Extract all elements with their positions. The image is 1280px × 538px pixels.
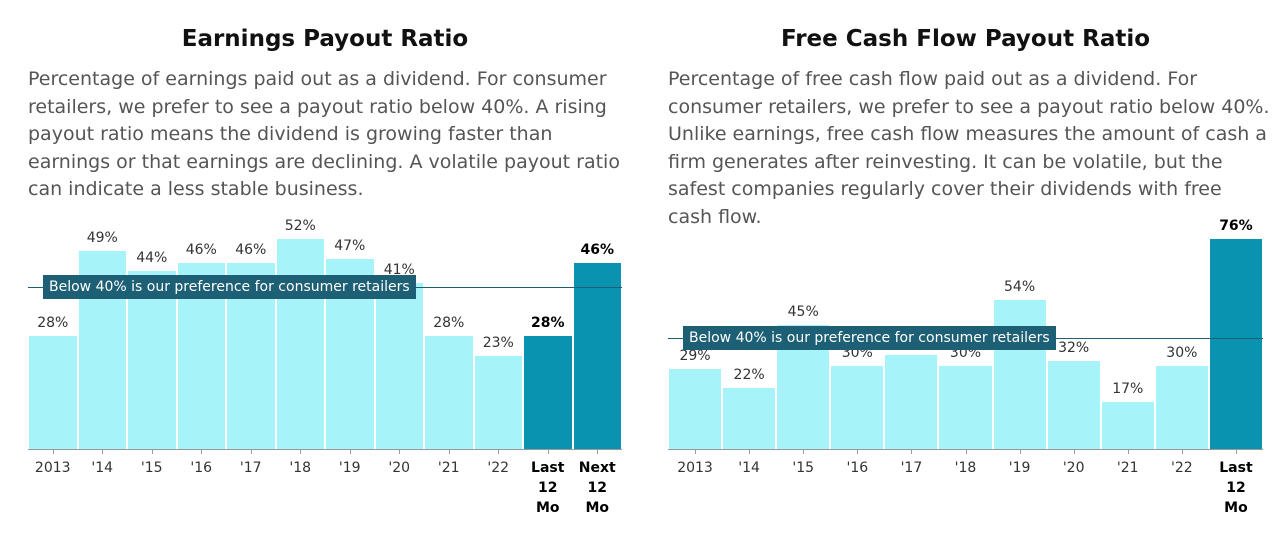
- x-tick: [151, 449, 153, 454]
- chart-panel: Free Cash Flow Payout Ratio Percentage of…: [668, 0, 1270, 538]
- chart-subtitle: Percentage of free cash flow paid out as…: [668, 68, 1270, 228]
- value-label: 46%: [580, 242, 614, 259]
- x-tick-label: 2013: [34, 460, 71, 476]
- value-label: 45%: [787, 303, 819, 320]
- value-label: 46%: [235, 242, 267, 259]
- bar: [1047, 360, 1100, 449]
- x-tick-label: '17: [900, 460, 923, 476]
- bar: [276, 239, 324, 449]
- bar: [1155, 366, 1208, 449]
- bar: [474, 356, 522, 449]
- value-label: 17%: [1112, 381, 1144, 398]
- x-tick-label: '15: [140, 460, 163, 476]
- x-tick-label: '14: [91, 460, 114, 476]
- x-tick: [597, 449, 599, 454]
- bar: [375, 283, 423, 449]
- x-tick: [300, 449, 302, 454]
- bar: [885, 355, 938, 449]
- x-tick: [857, 449, 859, 454]
- x-tick: [749, 449, 751, 454]
- value-label: 22%: [733, 367, 765, 384]
- x-tick-label: '22: [487, 460, 510, 476]
- chart-title: Free Cash Flow Payout Ratio: [780, 26, 1151, 52]
- bar: [939, 366, 992, 449]
- chart-subtitle: Percentage of earnings paid out as a div…: [28, 68, 620, 201]
- x-tick-label: '19: [1008, 460, 1031, 476]
- bar: [128, 271, 176, 449]
- reference-label: Below 40% is our preference for consumer…: [43, 275, 416, 300]
- x-tick: [547, 449, 549, 454]
- value-label: 23%: [482, 335, 514, 352]
- x-tick: [1235, 449, 1237, 454]
- x-tick: [349, 449, 351, 454]
- chart-title: Earnings Payout Ratio: [181, 26, 469, 52]
- x-tick: [1127, 449, 1129, 454]
- x-axis: [28, 449, 622, 450]
- x-tick: [498, 449, 500, 454]
- x-tick-label: '18: [289, 460, 312, 476]
- x-tick-label: '15: [792, 460, 815, 476]
- bar: [993, 299, 1046, 449]
- x-axis: [668, 449, 1263, 450]
- x-tick: [1073, 449, 1075, 454]
- value-label: 52%: [284, 218, 316, 234]
- value-label: 49%: [86, 230, 118, 247]
- value-label: 29%: [679, 347, 711, 364]
- x-tick-label: Last 12 Mo: [1219, 460, 1253, 516]
- value-label: 44%: [136, 250, 168, 267]
- x-tick-label: '22: [1171, 460, 1193, 476]
- bar: [1101, 402, 1154, 449]
- bar: [831, 366, 884, 449]
- value-label: 32%: [1058, 339, 1090, 356]
- bar: [1209, 239, 1262, 449]
- x-tick: [695, 449, 697, 454]
- x-tick-label: '17: [239, 460, 262, 476]
- x-tick-label: '18: [954, 460, 977, 476]
- x-tick-label: '16: [846, 460, 869, 476]
- bar: [723, 388, 776, 449]
- value-label: 54%: [1004, 278, 1036, 295]
- x-tick-label: Next 12 Mo: [578, 460, 616, 516]
- chart-panel: Earnings Payout Ratio Percentage of earni…: [28, 0, 622, 538]
- x-tick-label: '21: [1116, 460, 1139, 476]
- x-tick: [102, 449, 104, 454]
- bar: [425, 335, 473, 449]
- x-tick: [448, 449, 450, 454]
- x-tick-label: '16: [190, 460, 213, 476]
- x-tick-label: 2013: [677, 460, 713, 476]
- x-tick-label: '14: [738, 460, 760, 476]
- x-tick: [965, 449, 967, 454]
- bar: [669, 368, 722, 449]
- x-tick-label: '21: [437, 460, 460, 476]
- value-label: 41%: [383, 262, 415, 279]
- x-tick: [399, 449, 401, 454]
- value-label: 47%: [334, 238, 366, 255]
- value-label: 28%: [37, 314, 69, 331]
- reference-label: Below 40% is our preference for consumer…: [683, 326, 1056, 351]
- x-tick-label: '19: [338, 460, 361, 476]
- bar: [524, 335, 572, 449]
- value-label: 30%: [1166, 345, 1198, 362]
- x-tick: [250, 449, 252, 454]
- bar: [573, 263, 621, 449]
- x-tick: [1019, 449, 1021, 454]
- x-tick-label: '20: [388, 460, 411, 476]
- value-label: 46%: [185, 242, 217, 259]
- value-label: 28%: [433, 314, 465, 331]
- x-tick: [52, 449, 54, 454]
- x-tick: [201, 449, 203, 454]
- bar: [29, 335, 77, 449]
- x-tick: [911, 449, 913, 454]
- x-tick-label: '20: [1062, 460, 1085, 476]
- x-tick-label: Last 12 Mo: [531, 460, 565, 516]
- x-tick: [803, 449, 805, 454]
- value-label: 76%: [1219, 218, 1253, 234]
- x-tick: [1181, 449, 1183, 454]
- value-label: 28%: [530, 314, 565, 331]
